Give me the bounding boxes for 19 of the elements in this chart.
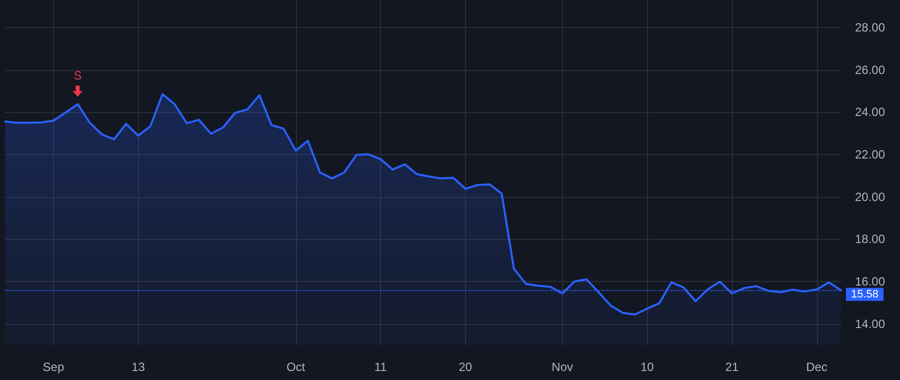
- x-tick-label: Dec: [806, 360, 828, 374]
- x-tick-label: 11: [374, 360, 388, 374]
- y-tick-label: 20.00: [855, 190, 886, 204]
- y-tick-label: 24.00: [855, 105, 886, 120]
- y-tick-label: 14.00: [855, 316, 886, 331]
- x-tick-label: Nov: [552, 360, 574, 374]
- y-tick-label: 16.00: [855, 274, 886, 289]
- ref-line-label: 15.58: [851, 288, 879, 300]
- x-tick-label: Oct: [286, 360, 306, 374]
- x-tick-label: 20: [458, 360, 472, 374]
- x-tick-label: 13: [132, 360, 146, 374]
- annotation: S: [74, 68, 82, 83]
- x-tick-label: Sep: [42, 360, 64, 374]
- x-tick-label: 21: [725, 360, 739, 374]
- x-tick-label: 10: [640, 360, 654, 374]
- y-tick-label: 28.00: [855, 20, 886, 35]
- y-tick-label: 22.00: [855, 148, 886, 162]
- y-tick-label: 26.00: [855, 62, 886, 77]
- y-tick-label: 18.00: [855, 232, 886, 246]
